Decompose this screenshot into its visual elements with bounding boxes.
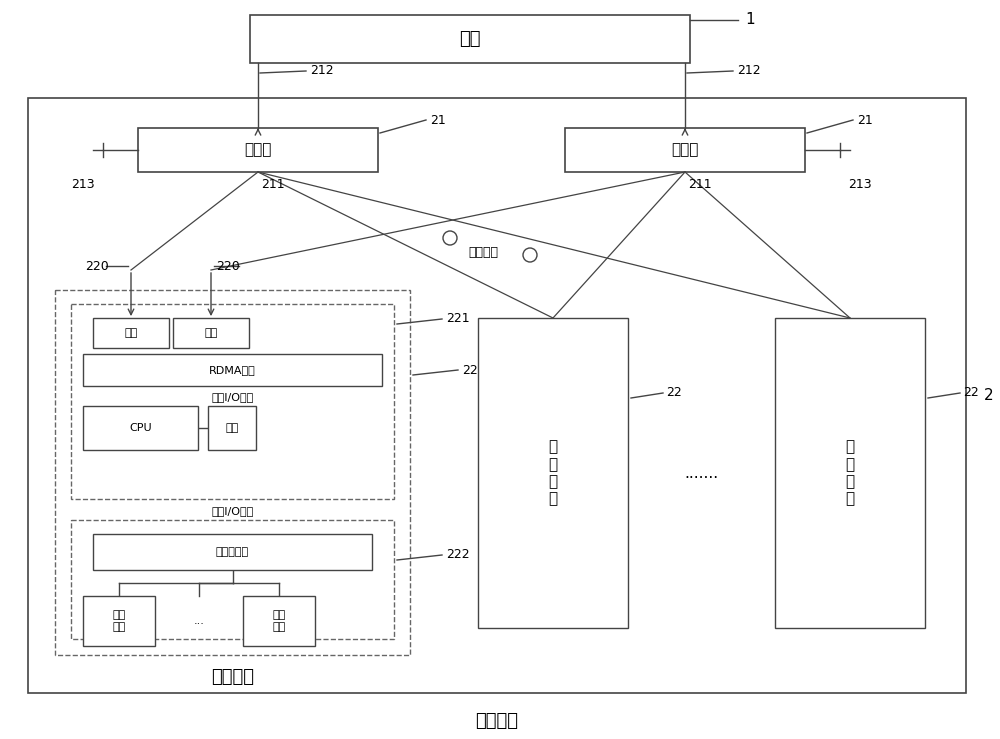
Text: 220: 220 <box>216 259 240 273</box>
Text: 22: 22 <box>462 364 478 376</box>
Text: RDMA网卡: RDMA网卡 <box>209 365 256 375</box>
Bar <box>243 596 315 646</box>
Text: 内存: 内存 <box>225 423 239 433</box>
Bar <box>71 304 394 499</box>
Text: 存
储
节
点: 存 储 节 点 <box>548 440 558 507</box>
Text: 存储
芯片: 存储 芯片 <box>112 610 126 632</box>
Text: .......: ....... <box>684 466 719 480</box>
Text: 存储控制器: 存储控制器 <box>216 547 249 557</box>
Bar <box>83 354 382 386</box>
Text: 211: 211 <box>261 179 285 191</box>
Text: CPU: CPU <box>129 423 152 433</box>
Text: 1: 1 <box>745 13 755 27</box>
Text: ...: ... <box>194 616 204 626</box>
Text: 内部I/O总线: 内部I/O总线 <box>211 392 254 402</box>
Bar <box>208 406 256 450</box>
Bar <box>55 290 410 655</box>
Text: 221: 221 <box>446 313 470 325</box>
Bar <box>28 98 966 693</box>
Bar <box>138 128 378 172</box>
Text: 接口: 接口 <box>124 328 138 338</box>
Text: 213: 213 <box>848 177 872 191</box>
Text: 接口: 接口 <box>204 328 218 338</box>
Bar <box>93 534 372 570</box>
Text: 213: 213 <box>71 177 95 191</box>
Bar <box>775 318 925 628</box>
Bar <box>83 406 198 450</box>
Text: 211: 211 <box>688 179 712 191</box>
Text: 212: 212 <box>310 64 334 78</box>
Text: 主机: 主机 <box>459 30 481 48</box>
Bar <box>250 15 690 63</box>
Text: 存储系统: 存储系统 <box>476 712 518 730</box>
Text: 交换机: 交换机 <box>244 143 272 157</box>
Text: 21: 21 <box>430 114 446 126</box>
Text: 内部网络: 内部网络 <box>468 247 498 259</box>
Text: 交换机: 交换机 <box>671 143 699 157</box>
Text: 222: 222 <box>446 548 470 562</box>
Bar <box>173 318 249 348</box>
Circle shape <box>443 231 457 245</box>
Text: 22: 22 <box>666 386 682 400</box>
Text: 存储节点: 存储节点 <box>211 668 254 686</box>
Text: 212: 212 <box>737 64 761 78</box>
Bar <box>83 596 155 646</box>
Text: 21: 21 <box>857 114 873 126</box>
Text: 220: 220 <box>85 259 109 273</box>
Bar <box>71 520 394 639</box>
Bar <box>93 318 169 348</box>
Text: 存储
芯片: 存储 芯片 <box>272 610 286 632</box>
Text: 存
储
节
点: 存 储 节 点 <box>845 440 855 507</box>
Text: 2: 2 <box>984 388 994 403</box>
Bar <box>565 128 805 172</box>
Circle shape <box>523 248 537 262</box>
Text: 内部I/O总线: 内部I/O总线 <box>211 506 254 516</box>
Text: 22: 22 <box>963 386 979 400</box>
Bar <box>478 318 628 628</box>
